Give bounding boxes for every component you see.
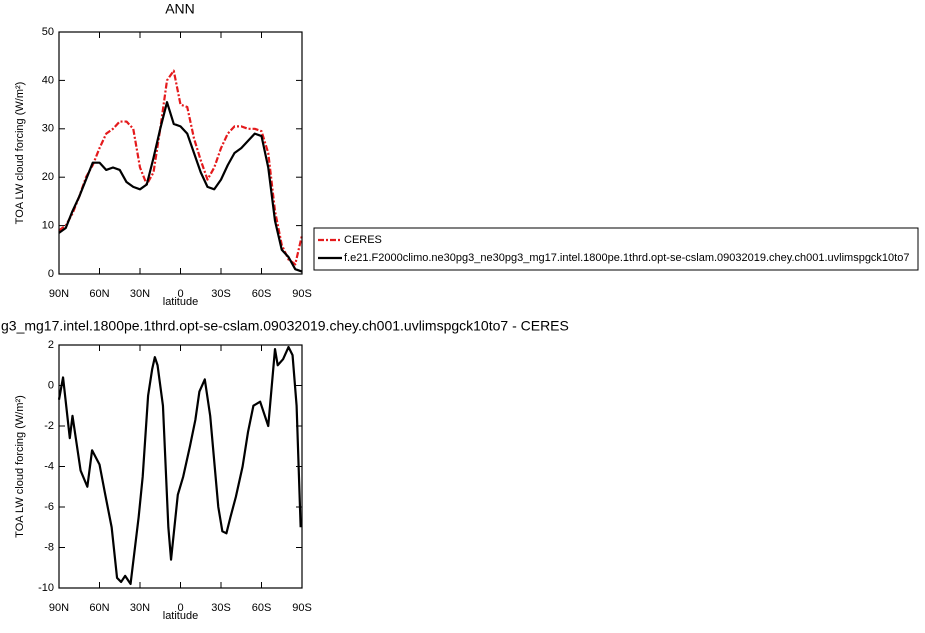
y-tick-label: 30 [42,123,54,135]
y-tick-label: -10 [38,582,54,594]
y-axis-label: TOA LW cloud forcing (W/m²) [14,82,26,225]
y-tick-label: 0 [48,379,54,391]
y-axis-label: TOA LW cloud forcing (W/m²) [14,395,26,538]
x-tick-label: 0 [177,288,183,300]
x-tick-label: 30S [211,288,231,300]
legend-label: f.e21.F2000climo.ne30pg3_ne30pg3_mg17.in… [344,252,909,264]
y-tick-label: -2 [44,420,54,432]
series-line [58,69,304,266]
y-tick-label: 2 [48,339,54,351]
x-tick-label: 30N [130,288,150,300]
x-axis-label: latitude [163,610,198,622]
y-tick-label: -6 [44,501,54,513]
x-tick-label: 90S [292,288,312,300]
x-tick-label: 60S [252,602,272,614]
x-tick-label: 60N [89,288,109,300]
chart-title: g3_mg17.intel.1800pe.1thrd.opt-se-cslam.… [1,318,569,334]
x-tick-label: 0 [177,602,183,614]
legend-label: CERES [344,234,382,246]
series-line [58,101,303,273]
y-tick-label: -4 [44,460,54,472]
y-tick-label: 10 [42,220,54,232]
x-axis-label: latitude [163,296,198,308]
plot-frame [58,344,303,589]
x-tick-label: 30S [211,602,231,614]
x-tick-label: 90N [49,288,69,300]
x-tick-label: 30N [130,602,150,614]
y-tick-label: 50 [42,26,54,38]
y-tick-label: 40 [42,74,54,86]
y-tick-label: 0 [48,268,54,280]
legend-box [313,227,919,271]
series-line [57,345,302,586]
x-tick-label: 90S [292,602,312,614]
y-tick-label: -8 [44,541,54,553]
chart-title: ANN [165,1,195,17]
y-tick-label: 20 [42,171,54,183]
x-tick-label: 60S [252,288,272,300]
x-tick-label: 60N [89,602,109,614]
plot-frame [58,31,303,275]
x-tick-label: 90N [49,602,69,614]
